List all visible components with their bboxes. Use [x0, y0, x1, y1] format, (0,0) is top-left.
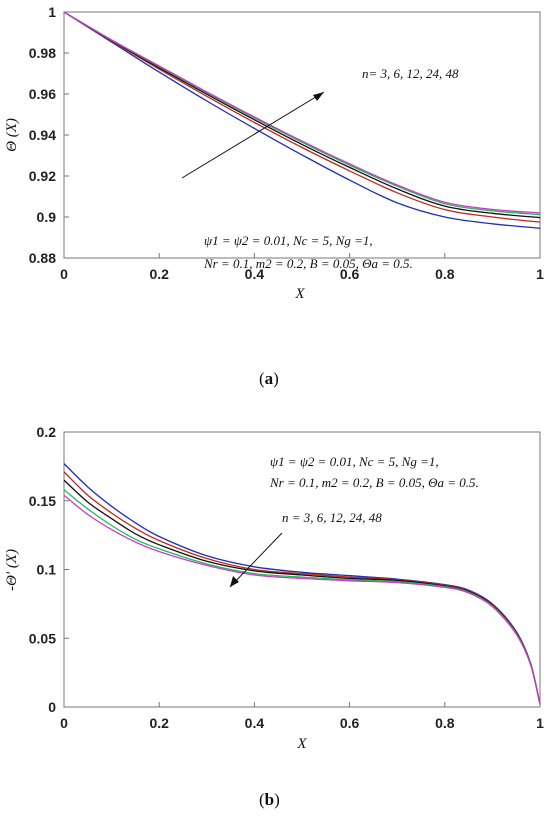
plot-area-b	[63, 431, 541, 708]
y-tick-label: 0.94	[29, 127, 56, 143]
y-axis-label-b: -Θ' (X)	[4, 549, 20, 591]
panel-label-a-text: a	[264, 369, 274, 388]
series-line-5	[63, 494, 541, 705]
params-line2-b: Nr = 0.1, m2 = 0.2, B = 0.05, Θa = 0.5.	[269, 475, 479, 490]
x-tick-label: 0.4	[245, 266, 265, 282]
trend-arrow-b	[229, 532, 283, 588]
chart-b: 0 0.2 0.4 0.6 0.8 100.050.10.150.2 X -Θ' (X) …	[4, 424, 544, 752]
y-tick-label: 0.92	[29, 168, 56, 184]
x-tick-label: 0.4	[245, 715, 265, 731]
y-tick-label: 0.88	[29, 250, 56, 266]
x-tick-label: 0.6	[340, 715, 360, 731]
trend-arrow-a	[181, 91, 325, 179]
arrow-label-a: n= 3, 6, 12, 24, 48	[362, 66, 459, 81]
x-tick-label: 1	[536, 266, 544, 282]
x-tick-label: 0	[60, 266, 68, 282]
series-line-1	[63, 11, 541, 229]
y-tick-label: 0.98	[29, 45, 56, 61]
y-axis-label-a: Θ (X)	[4, 118, 20, 152]
x-axis-label-b: X	[296, 736, 307, 752]
y-tick-label: 0.15	[29, 493, 56, 509]
y-tick-label: 0.05	[29, 630, 56, 646]
x-tick-label: 0.2	[149, 266, 169, 282]
x-tick-label: 0	[60, 715, 68, 731]
series-line-5	[63, 11, 541, 214]
x-tick-label: 1	[536, 715, 544, 731]
x-tick-label: 0.2	[149, 715, 169, 731]
y-tick-label: 0.1	[37, 562, 57, 578]
params-line1-b: ψ1 = ψ2 = 0.01, Nc = 5, Ng =1,	[270, 454, 439, 469]
series-line-3	[63, 11, 541, 219]
y-tick-label: 0.2	[37, 424, 57, 440]
plot-area-a	[63, 11, 541, 259]
arrowhead-b	[230, 576, 239, 587]
x-tick-label: 0.8	[435, 715, 455, 731]
arrow-label-b: n = 3, 6, 12, 24, 48	[282, 510, 382, 525]
x-tick-label: 0.8	[435, 266, 455, 282]
series-line-2	[63, 11, 541, 223]
panel-label-b-text: b	[264, 790, 275, 809]
params-line1-a: ψ1 = ψ2 = 0.01, Nc = 5, Ng =1,	[204, 233, 373, 248]
arrowhead-a	[313, 92, 324, 101]
params-line2-a: Nr = 0.1, m2 = 0.2, B = 0.05, Θa = 0.5.	[203, 256, 413, 271]
y-tick-label: 0.96	[29, 86, 56, 102]
chart-a: 0 0.2 0.4 0.6 0.8 1 0.88 0.9 0.92 0.94 0.96 0.98 1 X…	[4, 4, 544, 302]
panel-label-b: (b)	[259, 790, 280, 809]
x-axis-label-a: X	[294, 286, 305, 302]
x-tick-label: 0.6	[340, 266, 360, 282]
y-tick-label: 1	[48, 4, 56, 20]
panel-label-a: (a)	[259, 369, 279, 388]
y-tick-label: 0.9	[37, 209, 57, 225]
y-tick-label: 0	[48, 699, 56, 715]
